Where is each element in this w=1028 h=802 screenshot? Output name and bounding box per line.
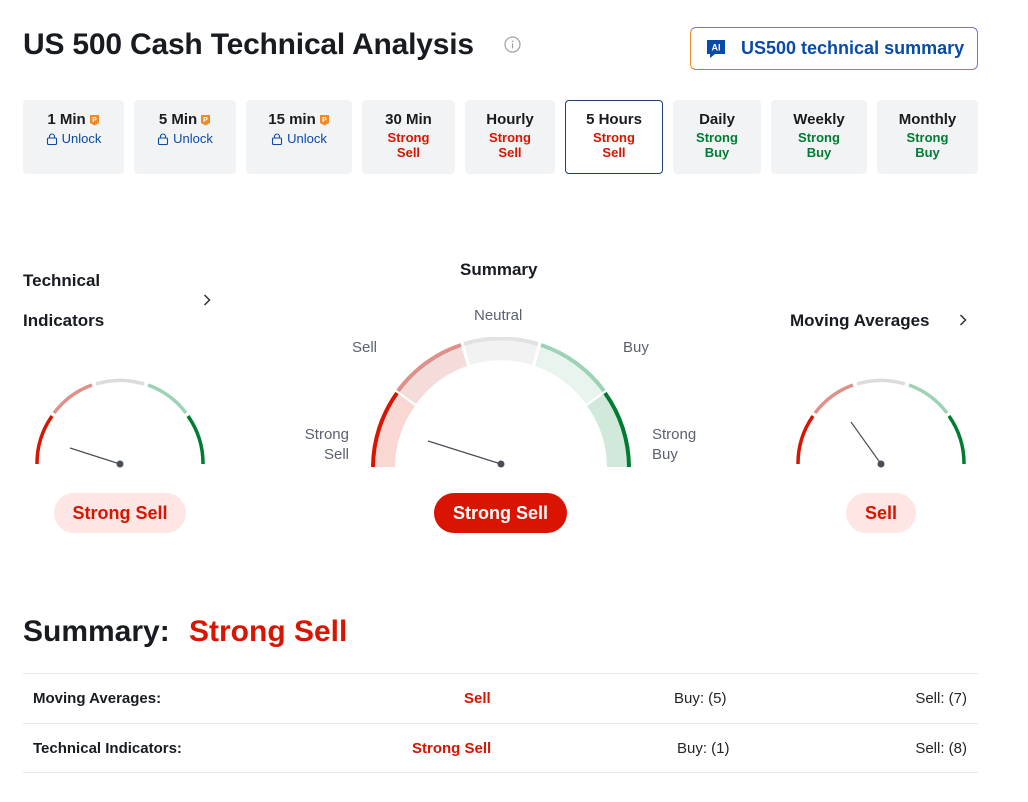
ai-technical-summary-button[interactable]: AI US500 technical summary	[690, 27, 978, 70]
row-label: Technical Indicators:	[33, 740, 182, 757]
tab-label: Monthly	[898, 111, 957, 128]
summary-gauge-signal: Strong Sell	[434, 493, 567, 533]
svg-text:P: P	[203, 117, 208, 124]
premium-icon: P	[319, 114, 329, 125]
summary-table: Moving Averages: Sell Buy: (5) Sell: (7)…	[23, 673, 978, 773]
tab-15-min[interactable]: 15 min P Unlock	[246, 100, 352, 174]
chevron-right-icon[interactable]	[958, 313, 968, 327]
tab-5-min[interactable]: 5 Min P Unlock	[134, 100, 236, 174]
summary-gauge-title: Summary	[460, 260, 538, 279]
tab-signal-line1: Strong	[593, 130, 635, 145]
table-row: Moving Averages: Sell Buy: (5) Sell: (7)	[23, 673, 978, 723]
ai-badge-text: AI	[712, 42, 721, 52]
tab-hourly[interactable]: Hourly Strong Sell	[465, 100, 555, 174]
technical-indicators-title-line1[interactable]: Technical	[23, 271, 101, 290]
tab-signal-line1: Strong	[798, 130, 840, 145]
svg-text:P: P	[322, 117, 327, 124]
summary-value: Strong Sell	[189, 615, 348, 648]
summary-gauge	[371, 337, 631, 468]
ai-button-label: US500 technical summary	[741, 38, 965, 58]
lock-icon	[46, 132, 57, 145]
technical-indicators-signal: Strong Sell	[54, 493, 186, 533]
tab-1-min[interactable]: 1 Min P Unlock	[23, 100, 124, 174]
gauge-label-strong-sell: Strong Sell	[295, 425, 349, 465]
tab-label: 5 Min	[158, 111, 198, 128]
tab-30-min[interactable]: 30 Min Strong Sell	[362, 100, 455, 174]
tab-label: 30 Min	[385, 111, 432, 128]
premium-icon: P	[89, 114, 99, 125]
gauge-label-strong-sell-line2: Sell	[323, 446, 349, 463]
chevron-right-icon[interactable]	[202, 293, 212, 307]
gauge-label-neutral: Neutral	[474, 307, 523, 324]
tab-signal-line2: Buy	[806, 145, 832, 160]
tab-label: Hourly	[486, 111, 534, 128]
ai-chat-icon: AI	[705, 38, 727, 60]
gauge-label-strong-buy: Strong Buy	[652, 425, 696, 465]
page-title: US 500 Cash Technical Analysis	[23, 28, 474, 61]
lock-icon	[158, 132, 169, 145]
row-buy-count: Buy: (5)	[674, 690, 727, 707]
tab-signal-line1: Strong	[387, 130, 430, 145]
row-sell-count: Sell: (7)	[915, 690, 967, 707]
moving-averages-signal: Sell	[846, 493, 916, 533]
tab-unlock-label[interactable]: Unlock	[287, 131, 327, 146]
tab-signal-line2: Sell	[498, 145, 522, 160]
summary-heading: Summary:	[23, 615, 170, 648]
gauge-label-strong-buy-line2: Buy	[652, 446, 678, 463]
tab-signal-line2: Buy	[704, 145, 730, 160]
technical-indicators-title-line2[interactable]: Indicators	[23, 311, 105, 330]
tab-signal-line2: Sell	[602, 145, 626, 160]
gauge-label-strong-buy-line1: Strong	[652, 426, 697, 443]
gauge-label-buy: Buy	[623, 339, 649, 356]
gauge-label-sell: Sell	[352, 339, 378, 356]
tab-weekly[interactable]: Weekly Strong Buy	[771, 100, 867, 174]
tab-signal-line1: Strong	[906, 130, 949, 145]
moving-averages-gauge	[796, 378, 966, 468]
tab-daily[interactable]: Daily Strong Buy	[673, 100, 761, 174]
row-sell-count: Sell: (8)	[915, 740, 967, 757]
row-action: Strong Sell	[412, 740, 492, 757]
tab-unlock-label[interactable]: Unlock	[173, 131, 213, 146]
row-action: Sell	[464, 690, 491, 707]
table-row: Technical Indicators: Strong Sell Buy: (…	[23, 723, 978, 773]
premium-icon: P	[201, 114, 211, 125]
row-buy-count: Buy: (1)	[677, 740, 730, 757]
tab-signal-line1: Strong	[696, 130, 738, 145]
moving-averages-title[interactable]: Moving Averages	[790, 311, 930, 330]
tab-monthly[interactable]: Monthly Strong Buy	[877, 100, 978, 174]
info-icon[interactable]	[504, 36, 521, 53]
tab-signal-line2: Sell	[396, 145, 421, 160]
tab-label: 5 Hours	[586, 111, 642, 128]
tab-signal-line1: Strong	[489, 130, 531, 145]
tab-label: Weekly	[793, 111, 845, 128]
technical-indicators-gauge	[35, 378, 205, 468]
row-label: Moving Averages:	[33, 690, 162, 707]
svg-text:P: P	[92, 117, 97, 124]
gauge-label-strong-sell-line1: Strong	[304, 426, 349, 443]
lock-icon	[272, 132, 283, 145]
tab-unlock-label[interactable]: Unlock	[61, 131, 102, 146]
tab-label: 1 Min	[47, 111, 86, 128]
tab-5-hours[interactable]: 5 Hours Strong Sell	[565, 100, 663, 174]
tab-label: Daily	[699, 111, 735, 128]
tab-signal-line2: Buy	[915, 145, 940, 160]
tab-label: 15 min	[268, 111, 316, 128]
